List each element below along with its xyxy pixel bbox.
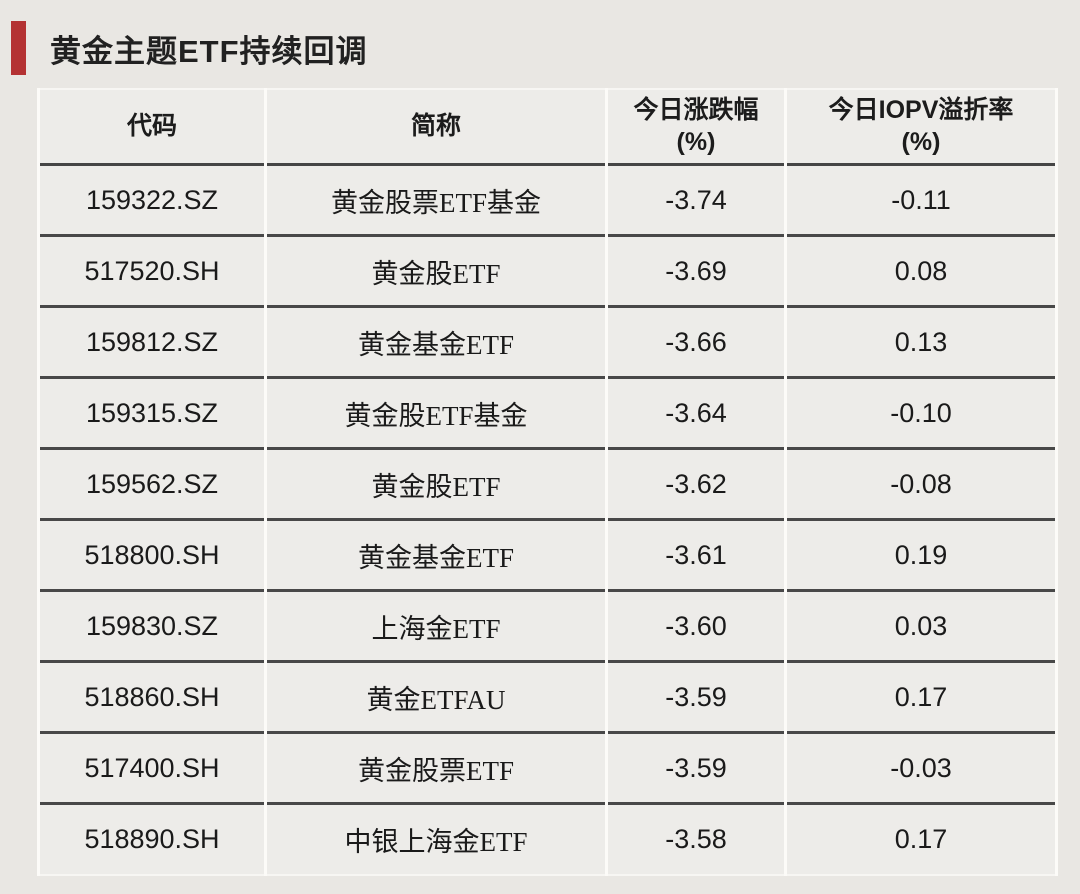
cell-name: 黄金股ETF [267, 450, 605, 521]
cell-iopv: 0.17 [787, 663, 1055, 734]
etf-table: 代码 简称 今日涨跌幅 (%) 今日IOPV溢折率 (%) 159 [37, 88, 1058, 876]
column-header-change: 今日涨跌幅 (%) [608, 88, 784, 166]
table-row: 159322.SZ 黄金股票ETF基金 -3.74 -0.11 [40, 166, 1055, 237]
table-row: 518860.SH 黄金ETFAU -3.59 0.17 [40, 663, 1055, 734]
cell-iopv: 0.03 [787, 592, 1055, 663]
cell-code: 517400.SH [40, 734, 264, 805]
cell-name: 黄金股ETF [267, 237, 605, 308]
table-row: 517400.SH 黄金股票ETF -3.59 -0.03 [40, 734, 1055, 805]
cell-name: 上海金ETF [267, 592, 605, 663]
cell-iopv: -0.11 [787, 166, 1055, 237]
page-title: 黄金主题ETF持续回调 [50, 33, 368, 69]
cell-code: 159812.SZ [40, 308, 264, 379]
cell-change: -3.58 [608, 805, 784, 876]
table-row: 159812.SZ 黄金基金ETF -3.66 0.13 [40, 308, 1055, 379]
table-row: 517520.SH 黄金股ETF -3.69 0.08 [40, 237, 1055, 308]
cell-change: -3.61 [608, 521, 784, 592]
table-body: 159322.SZ 黄金股票ETF基金 -3.74 -0.11 517520.S… [40, 166, 1055, 876]
cell-iopv: 0.17 [787, 805, 1055, 876]
cell-change: -3.62 [608, 450, 784, 521]
cell-change: -3.60 [608, 592, 784, 663]
cell-iopv: 0.13 [787, 308, 1055, 379]
cell-change: -3.59 [608, 734, 784, 805]
cell-change: -3.74 [608, 166, 784, 237]
column-header-iopv: 今日IOPV溢折率 (%) [787, 88, 1055, 166]
red-accent-bar [11, 21, 26, 75]
cell-name: 黄金ETFAU [267, 663, 605, 734]
cell-name: 黄金股ETF基金 [267, 379, 605, 450]
cell-code: 518860.SH [40, 663, 264, 734]
cell-code: 159830.SZ [40, 592, 264, 663]
column-header-change-label: 今日涨跌幅 [633, 96, 759, 125]
cell-name: 黄金基金ETF [267, 308, 605, 379]
table-row: 518800.SH 黄金基金ETF -3.61 0.19 [40, 521, 1055, 592]
header-row: 代码 简称 今日涨跌幅 (%) 今日IOPV溢折率 (%) [40, 88, 1055, 166]
cell-name: 黄金股票ETF基金 [267, 166, 605, 237]
cell-code: 518800.SH [40, 521, 264, 592]
column-header-name: 简称 [267, 88, 605, 166]
column-header-code: 代码 [40, 88, 264, 166]
cell-change: -3.64 [608, 379, 784, 450]
cell-iopv: -0.03 [787, 734, 1055, 805]
cell-iopv: 0.19 [787, 521, 1055, 592]
column-header-iopv-sub: (%) [901, 127, 941, 156]
cell-name: 黄金基金ETF [267, 521, 605, 592]
table-row: 159830.SZ 上海金ETF -3.60 0.03 [40, 592, 1055, 663]
column-header-name-label: 简称 [410, 111, 461, 140]
cell-iopv: -0.10 [787, 379, 1055, 450]
cell-name: 中银上海金ETF [267, 805, 605, 876]
cell-code: 159315.SZ [40, 379, 264, 450]
cell-iopv: 0.08 [787, 237, 1055, 308]
table-row: 518890.SH 中银上海金ETF -3.58 0.17 [40, 805, 1055, 876]
cell-iopv: -0.08 [787, 450, 1055, 521]
cell-code: 159562.SZ [40, 450, 264, 521]
cell-change: -3.69 [608, 237, 784, 308]
column-header-iopv-label: 今日IOPV溢折率 [828, 96, 1014, 125]
column-header-change-sub: (%) [676, 127, 716, 156]
cell-code: 159322.SZ [40, 166, 264, 237]
cell-name: 黄金股票ETF [267, 734, 605, 805]
column-header-code-label: 代码 [126, 111, 177, 140]
title-bar: 黄金主题ETF持续回调 [11, 20, 368, 76]
table-header: 代码 简称 今日涨跌幅 (%) 今日IOPV溢折率 (%) [40, 88, 1055, 166]
table-row: 159315.SZ 黄金股ETF基金 -3.64 -0.10 [40, 379, 1055, 450]
cell-change: -3.59 [608, 663, 784, 734]
cell-change: -3.66 [608, 308, 784, 379]
cell-code: 517520.SH [40, 237, 264, 308]
cell-code: 518890.SH [40, 805, 264, 876]
table-row: 159562.SZ 黄金股ETF -3.62 -0.08 [40, 450, 1055, 521]
